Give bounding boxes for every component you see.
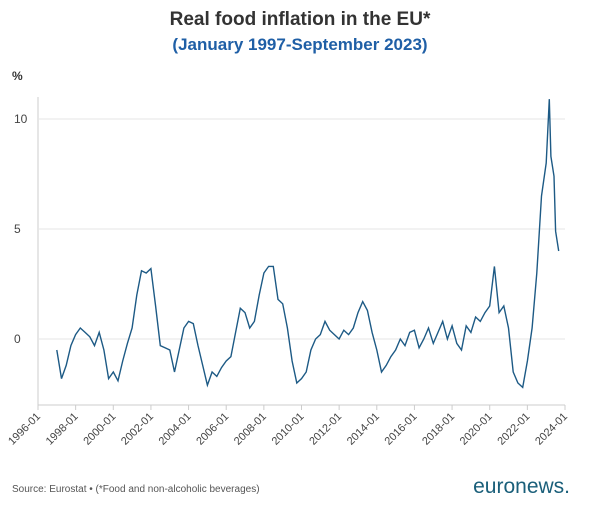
x-tick-label: 1998-01 xyxy=(44,411,81,448)
x-tick-label: 2008-01 xyxy=(232,411,269,448)
x-tick-label: 2020-01 xyxy=(458,411,495,448)
x-tick-label: 2006-01 xyxy=(194,411,231,448)
y-axis-label: % xyxy=(12,69,23,83)
x-tick-label: 2004-01 xyxy=(157,411,194,448)
x-tick-label: 2014-01 xyxy=(345,411,382,448)
x-tick-label: 2012-01 xyxy=(307,411,344,448)
chart-subtitle: (January 1997-September 2023) xyxy=(172,35,427,54)
data-line xyxy=(56,99,560,389)
y-tick-label: 5 xyxy=(14,222,21,236)
y-tick-label: 10 xyxy=(14,112,28,126)
x-tick-label: 2016-01 xyxy=(383,411,420,448)
x-tick-label: 2010-01 xyxy=(270,411,307,448)
x-tick-label: 1996-01 xyxy=(6,411,43,448)
y-tick-label: 0 xyxy=(14,332,21,346)
x-tick-label: 2002-01 xyxy=(119,411,156,448)
x-tick-label: 2024-01 xyxy=(533,411,570,448)
chart-title: Real food inflation in the EU* xyxy=(170,9,431,30)
source-note: Source: Eurostat • (*Food and non-alcoho… xyxy=(12,484,260,495)
x-tick-label: 2022-01 xyxy=(495,411,532,448)
x-tick-label: 2000-01 xyxy=(81,411,118,448)
brand-logo: euronews. xyxy=(473,475,570,498)
x-tick-label: 2018-01 xyxy=(420,411,457,448)
